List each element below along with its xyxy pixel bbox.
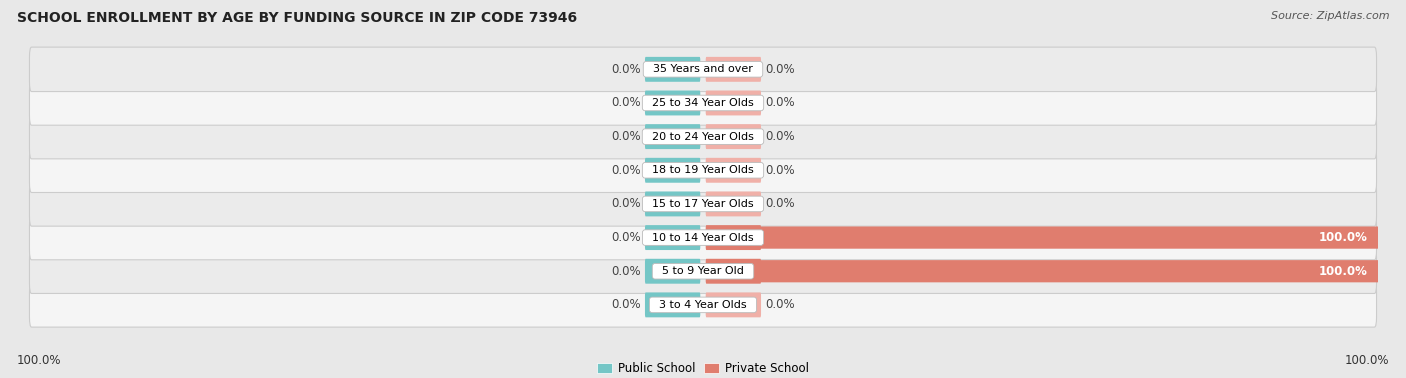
Text: 100.0%: 100.0% (1319, 231, 1368, 244)
Text: 0.0%: 0.0% (765, 298, 794, 311)
Text: 100.0%: 100.0% (1344, 354, 1389, 367)
FancyBboxPatch shape (756, 260, 1378, 282)
Text: 5 to 9 Year Old: 5 to 9 Year Old (655, 266, 751, 276)
FancyBboxPatch shape (30, 115, 1376, 159)
Text: 18 to 19 Year Olds: 18 to 19 Year Olds (645, 165, 761, 175)
Text: 3 to 4 Year Olds: 3 to 4 Year Olds (652, 300, 754, 310)
Text: 0.0%: 0.0% (765, 164, 794, 177)
Text: 0.0%: 0.0% (612, 231, 641, 244)
FancyBboxPatch shape (706, 225, 761, 250)
Text: 0.0%: 0.0% (612, 298, 641, 311)
Text: 0.0%: 0.0% (612, 164, 641, 177)
FancyBboxPatch shape (706, 90, 761, 115)
Text: SCHOOL ENROLLMENT BY AGE BY FUNDING SOURCE IN ZIP CODE 73946: SCHOOL ENROLLMENT BY AGE BY FUNDING SOUR… (17, 11, 576, 25)
FancyBboxPatch shape (30, 182, 1376, 226)
FancyBboxPatch shape (645, 57, 700, 82)
FancyBboxPatch shape (706, 293, 761, 318)
FancyBboxPatch shape (645, 192, 700, 216)
FancyBboxPatch shape (30, 283, 1376, 327)
FancyBboxPatch shape (706, 259, 761, 284)
Text: 100.0%: 100.0% (17, 354, 62, 367)
Text: 25 to 34 Year Olds: 25 to 34 Year Olds (645, 98, 761, 108)
Text: Source: ZipAtlas.com: Source: ZipAtlas.com (1271, 11, 1389, 21)
Text: 0.0%: 0.0% (765, 63, 794, 76)
FancyBboxPatch shape (756, 226, 1378, 249)
FancyBboxPatch shape (30, 148, 1376, 192)
FancyBboxPatch shape (30, 249, 1376, 293)
Text: 0.0%: 0.0% (612, 130, 641, 143)
FancyBboxPatch shape (30, 47, 1376, 91)
FancyBboxPatch shape (706, 57, 761, 82)
FancyBboxPatch shape (645, 293, 700, 318)
FancyBboxPatch shape (645, 259, 700, 284)
FancyBboxPatch shape (30, 215, 1376, 260)
FancyBboxPatch shape (645, 124, 700, 149)
FancyBboxPatch shape (645, 225, 700, 250)
Text: 0.0%: 0.0% (765, 96, 794, 110)
Text: 20 to 24 Year Olds: 20 to 24 Year Olds (645, 132, 761, 142)
FancyBboxPatch shape (706, 158, 761, 183)
FancyBboxPatch shape (706, 124, 761, 149)
Text: 0.0%: 0.0% (765, 197, 794, 211)
Text: 15 to 17 Year Olds: 15 to 17 Year Olds (645, 199, 761, 209)
Text: 0.0%: 0.0% (765, 130, 794, 143)
Text: 0.0%: 0.0% (612, 265, 641, 278)
Text: 0.0%: 0.0% (612, 197, 641, 211)
FancyBboxPatch shape (645, 90, 700, 115)
FancyBboxPatch shape (645, 158, 700, 183)
Text: 35 Years and over: 35 Years and over (647, 64, 759, 74)
Legend: Public School, Private School: Public School, Private School (593, 358, 813, 378)
Text: 0.0%: 0.0% (612, 96, 641, 110)
Text: 0.0%: 0.0% (612, 63, 641, 76)
Text: 100.0%: 100.0% (1319, 265, 1368, 278)
Text: 10 to 14 Year Olds: 10 to 14 Year Olds (645, 232, 761, 243)
FancyBboxPatch shape (30, 81, 1376, 125)
FancyBboxPatch shape (706, 192, 761, 216)
